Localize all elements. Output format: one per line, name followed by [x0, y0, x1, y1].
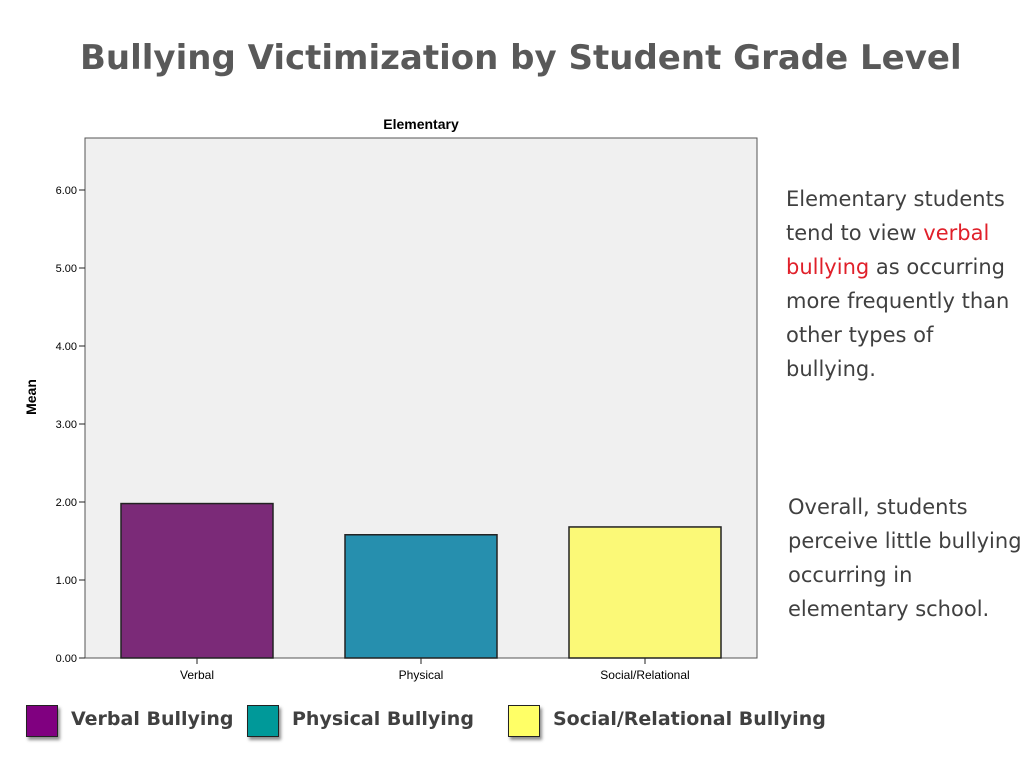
legend-label-social-relational: Social/Relational Bullying	[553, 708, 826, 730]
bar-verbal	[120, 502, 274, 659]
y-tick-label: 3.00	[56, 419, 77, 431]
bar-chart: Elementary 0.001.002.003.004.005.006.00 …	[23, 116, 758, 682]
y-tick-label: 1.00	[56, 575, 77, 587]
observation-note: Elementary students tend to view verbal …	[786, 182, 1024, 386]
observation-text-before: Elementary students tend to view	[786, 187, 1005, 245]
legend-label-physical: Physical Bullying	[292, 708, 474, 730]
y-tick-label: 0.00	[56, 653, 77, 665]
bar-physical	[344, 534, 498, 659]
y-tick-label: 6.00	[56, 185, 77, 197]
legend-swatch-verbal	[26, 705, 58, 737]
y-tick-label: 5.00	[56, 263, 77, 275]
x-tick-label: Social/Relational	[600, 668, 689, 682]
y-axis-label: Mean	[23, 379, 39, 415]
x-tick-label: Physical	[399, 668, 444, 682]
observation-text-after: as occurring more frequently than other …	[786, 255, 1010, 381]
slide-title: Bullying Victimization by Student Grade …	[80, 38, 962, 78]
chart-title: Elementary	[383, 116, 459, 132]
y-tick-label: 4.00	[56, 341, 77, 353]
legend-swatch-social-relational	[508, 705, 540, 737]
observation-highlight: verbal bullying	[786, 221, 990, 279]
x-axis: Verbal Physical Social/Relational	[180, 658, 690, 682]
legend-swatch-physical	[247, 705, 279, 737]
summary-note: Overall, students perceive little bullyi…	[788, 495, 1022, 621]
legend-label-verbal: Verbal Bullying	[71, 708, 234, 730]
legend: Verbal Bullying Physical Bullying Social…	[0, 703, 1024, 747]
bar-social-relational	[568, 526, 722, 659]
y-tick-label: 2.00	[56, 497, 77, 509]
x-tick-label: Verbal	[180, 668, 214, 682]
y-axis: 0.00 1.00 2.00 3.00 4.00 5.00 6.00	[56, 185, 85, 665]
bars-group	[120, 502, 722, 659]
